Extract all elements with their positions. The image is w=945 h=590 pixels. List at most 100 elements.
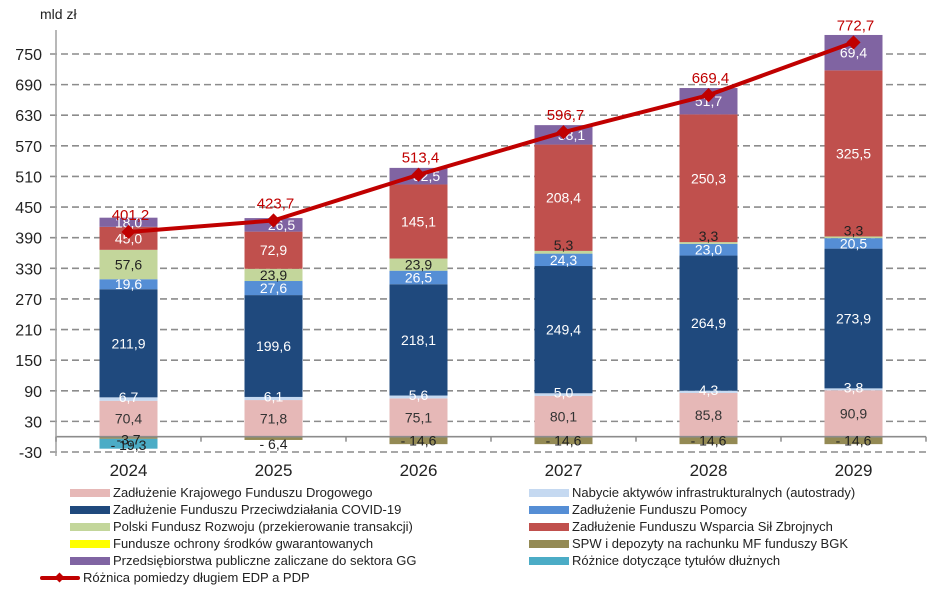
bar-data-label: 5,3: [554, 237, 574, 253]
bar-segment: [679, 114, 738, 243]
bar-data-label: 90,9: [840, 406, 867, 422]
bar-segment: [389, 284, 448, 396]
legend-label: Nabycie aktywów infrastrukturalnych (aut…: [572, 485, 856, 500]
bar-segment: [824, 436, 883, 445]
axes: [55, 30, 927, 456]
legend-label: Zadłużenie Funduszu Przeciwdziałania COV…: [113, 502, 402, 517]
bar-data-label: - 14,6: [546, 432, 582, 448]
bar-data-label: 69,4: [840, 45, 867, 61]
bar-data-label: - 14,6: [836, 432, 872, 448]
legend-item-edp-pdp-difference: Różnica pomiedzy długiem EDP a PDP: [40, 569, 310, 586]
bar-data-label: 199,6: [256, 338, 291, 354]
x-tick-label: 2026: [400, 461, 438, 480]
y-tick-label: 30: [24, 414, 42, 431]
legend-swatch: [70, 556, 110, 565]
legend-label: SPW i depozyty na rachunku MF funduszy B…: [572, 536, 849, 551]
bar-segment: [244, 436, 303, 440]
bar-data-label: 208,4: [546, 190, 581, 206]
legend-item-aid-fund: Zadłużenie Funduszu Pomocy: [529, 501, 747, 518]
bar-data-label: 26,5: [405, 269, 432, 285]
line-data-label: 401,2: [112, 207, 150, 224]
bar-segment: [824, 248, 883, 389]
legend-item-fosg: Fundusze ochrony środków gwarantowanych: [70, 535, 373, 552]
bar-data-label: 19,6: [115, 276, 142, 292]
bar-data-label: 3,3: [699, 228, 719, 244]
bar-segment: [824, 390, 883, 437]
edp-pdp-difference-line: [128, 40, 855, 234]
legend-label: Różnice dotyczące tytułów dłużnych: [572, 553, 781, 568]
legend-label: Fundusze ochrony środków gwarantowanych: [113, 536, 374, 551]
bar-segment: [824, 236, 883, 239]
line-point-marker: [266, 213, 281, 228]
legend-item-armed-forces-fund: Zadłużenie Funduszu Wsparcia Sił Zbrojny…: [529, 518, 833, 535]
bar-segment: [534, 250, 593, 254]
legend-swatch: [70, 539, 110, 548]
stacked-bar-chart: -30 30 90 150 210 270 330 390 450 510 570 630 690 750…: [15, 17, 927, 480]
bar-segment: [824, 388, 883, 391]
bar-segment: [679, 243, 738, 256]
bar-data-label: 23,9: [260, 267, 287, 283]
legend-swatch: [529, 522, 569, 531]
y-tick-label: 150: [15, 353, 42, 370]
x-tick-label: 2025: [255, 461, 293, 480]
bar-data-label: 71,8: [260, 410, 287, 426]
bar-data-label: - 19,3: [111, 437, 147, 453]
bar-segment: [244, 400, 303, 437]
bar-data-label: 80,1: [550, 408, 577, 424]
y-tick-label: 270: [15, 292, 42, 309]
bar-data-label: 75,1: [405, 410, 432, 426]
bar-segment: [244, 231, 303, 269]
line-point-marker: [846, 35, 861, 50]
bar-segment: [389, 258, 448, 271]
legend-swatch: [70, 488, 110, 497]
bar-segment: [534, 395, 593, 437]
legend-line-marker-icon: [40, 572, 80, 583]
bar-data-label: 4,3: [699, 382, 719, 398]
bar-data-label: 273,9: [836, 310, 871, 326]
x-axis-ticks: 2024 2025 2026 2027 2028 2029: [110, 461, 873, 480]
y-tick-label: 570: [15, 139, 42, 156]
y-tick-label: 690: [15, 78, 42, 95]
bar-data-label: 72,9: [260, 242, 287, 258]
legend-item-spw-deposits: SPW i depozyty na rachunku MF funduszy B…: [529, 535, 848, 552]
x-tick-label: 2024: [110, 461, 148, 480]
bar-data-label: 5,6: [409, 387, 429, 403]
legend-item-debt-differences: Różnice dotyczące tytułów dłużnych: [529, 552, 780, 569]
legend-label: Polski Fundusz Rozwoju (przekierowanie t…: [113, 519, 413, 534]
legend-label: Różnica pomiedzy długiem EDP a PDP: [83, 570, 310, 585]
bar-data-label: 24,3: [550, 252, 577, 268]
bar-segment: [679, 392, 738, 437]
line-series: 401,2 423,7 513,4 596,7 669,4 772,7: [112, 17, 874, 240]
legend-swatch: [70, 522, 110, 531]
bar-segment: [389, 436, 448, 445]
bar-segment: [99, 438, 158, 449]
bar-data-label: 18,0: [115, 214, 142, 230]
legend-item-public-enterprises: Przedsiębiorstwa publiczne zaliczane do …: [70, 552, 416, 569]
legend-item-covid: Zadłużenie Funduszu Przeciwdziałania COV…: [70, 501, 401, 518]
bar-segment: [99, 217, 158, 227]
legend-label: Zadłużenie Funduszu Pomocy: [572, 502, 747, 517]
bar-segment: [679, 242, 738, 244]
y-axis-ticks: -30 30 90 150 210 270 330 390 450 510 570 630 690 750: [15, 47, 42, 462]
bar-segment: [824, 238, 883, 249]
legend-label: Przedsiębiorstwa publiczne zaliczane do …: [113, 553, 417, 568]
bar-segment: [534, 144, 593, 251]
x-tick-label: 2028: [690, 461, 728, 480]
bar-segment: [244, 268, 303, 282]
y-tick-label: 450: [15, 200, 42, 217]
bar-data-label: 3,8: [844, 379, 864, 395]
bar-segment: [99, 279, 158, 290]
bar-data-label: - 14,6: [401, 432, 437, 448]
legend-swatch: [529, 505, 569, 514]
y-tick-label: 390: [15, 231, 42, 248]
bar-data-label: 6,1: [264, 388, 284, 404]
legend-swatch: [529, 556, 569, 565]
bar-data-label: 3,3: [844, 222, 864, 238]
bar-data-label: 145,1: [401, 213, 436, 229]
bar-segment: [679, 436, 738, 445]
legend-label: Zadłużenie Funduszu Wsparcia Sił Zbrojny…: [572, 519, 833, 534]
bar-data-label: 6,7: [119, 389, 139, 405]
y-tick-label: -30: [19, 445, 42, 462]
bar-segment: [389, 398, 448, 437]
line-point-marker: [411, 167, 426, 182]
